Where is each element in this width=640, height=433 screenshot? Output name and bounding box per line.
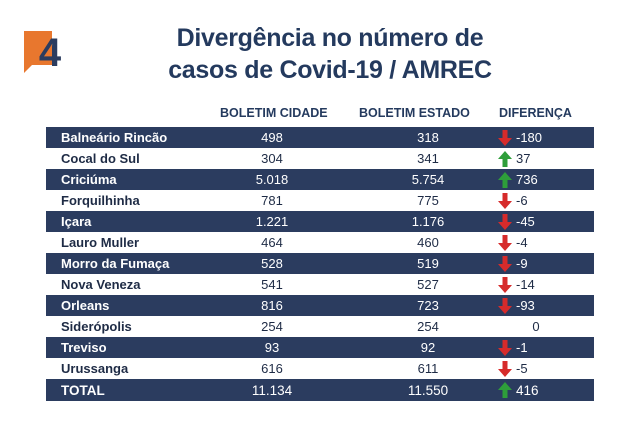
city-name: Siderópolis [61,319,132,334]
logo-4-icon: 4 [24,31,62,75]
table-row: Urussanga 616 611 -5 [46,358,594,379]
boletim-cidade-value: 816 [261,298,283,313]
boletim-cidade-value: 528 [261,256,283,271]
boletim-estado-value: 11.550 [407,382,449,398]
arrow-down-icon [498,235,512,251]
table-row: Lauro Muller 464 460 -4 [46,232,594,253]
arrow-down-icon [498,298,512,314]
boletim-estado-value: 611 [417,361,439,376]
table-row: Balneário Rincão 498 318 -180 [46,127,594,148]
boletim-estado-value: 775 [417,193,439,208]
boletim-cidade-value: 5.018 [255,172,289,187]
header-diferenca: DIFERENÇA [499,106,572,120]
city-name: TOTAL [61,382,105,398]
city-name: Içara [61,214,92,229]
total-row: TOTAL 11.134 11.550 416 [46,379,594,401]
arrow-down-icon [498,277,512,293]
title-line-1: Divergência no número de [176,24,484,52]
boletim-estado-value: 527 [417,277,439,292]
boletim-estado-value: 5.754 [411,172,445,187]
boletim-cidade-value: 616 [261,361,283,376]
boletim-cidade-value: 254 [261,319,283,334]
diferenca-value: 0 [532,319,540,334]
arrow-down-icon [498,361,512,377]
diferenca-value: -93 [516,298,535,313]
table-row: Morro da Fumaça 528 519 -9 [46,253,594,274]
data-table: Balneário Rincão 498 318 -180 Cocal do Sul 30… [46,127,594,401]
city-name: Orleans [61,298,110,313]
diferenca-value: -9 [516,256,528,271]
boletim-estado-value: 254 [417,319,439,334]
city-name: Forquilhinha [61,193,140,208]
boletim-cidade-value: 464 [261,235,283,250]
arrow-down-icon [498,214,512,230]
boletim-cidade-value: 498 [261,130,283,145]
boletim-estado-value: 1.176 [411,214,445,229]
city-name: Criciúma [61,172,117,187]
table-row: Orleans 816 723 -93 [46,295,594,316]
arrow-up-icon [498,382,512,398]
column-headers: BOLETIM CIDADE BOLETIM ESTADO DIFERENÇA [0,106,640,122]
city-name: Morro da Fumaça [61,256,170,271]
arrow-up-icon [498,172,512,188]
boletim-cidade-value: 541 [261,277,283,292]
city-name: Nova Veneza [61,277,141,292]
boletim-estado-value: 519 [417,256,439,271]
table-row: Içara 1.221 1.176 -45 [46,211,594,232]
arrow-down-icon [498,256,512,272]
diferenca-value: 416 [516,382,539,398]
svg-text:4: 4 [39,31,62,73]
diferenca-value: -180 [516,130,543,145]
diferenca-value: -5 [516,361,528,376]
diferenca-value: -14 [516,277,535,292]
arrow-up-icon [498,151,512,167]
boletim-cidade-value: 781 [261,193,283,208]
header-boletim-cidade: BOLETIM CIDADE [220,106,328,120]
diferenca-value: -1 [516,340,528,355]
diferenca-value: -6 [516,193,528,208]
arrow-down-icon [498,130,512,146]
header-boletim-estado: BOLETIM ESTADO [359,106,470,120]
city-name: Cocal do Sul [61,151,140,166]
boletim-estado-value: 318 [417,130,439,145]
table-row: Cocal do Sul 304 341 37 [46,148,594,169]
table-row: Forquilhinha 781 775 -6 [46,190,594,211]
boletim-cidade-value: 11.134 [251,382,293,398]
boletim-cidade-value: 93 [264,340,280,355]
city-name: Urussanga [61,361,129,376]
table-row: Siderópolis 254 254 0 [46,316,594,337]
boletim-cidade-value: 1.221 [255,214,289,229]
title-line-2: casos de Covid-19 / AMREC [168,56,492,84]
boletim-estado-value: 460 [417,235,439,250]
city-name: Lauro Muller [61,235,140,250]
diferenca-value: -4 [516,235,528,250]
boletim-cidade-value: 304 [261,151,283,166]
arrow-down-icon [498,193,512,209]
table-row: Nova Veneza 541 527 -14 [46,274,594,295]
logo: 4 [24,31,74,75]
city-name: Treviso [61,340,107,355]
diferenca-value: -45 [516,214,535,229]
boletim-estado-value: 92 [420,340,436,355]
diferenca-value: 37 [516,151,531,166]
page-title: Divergência no número de casos de Covid-… [120,22,540,86]
arrow-down-icon [498,340,512,356]
table-row: Criciúma 5.018 5.754 736 [46,169,594,190]
boletim-estado-value: 341 [417,151,439,166]
boletim-estado-value: 723 [417,298,439,313]
city-name: Balneário Rincão [61,130,168,145]
table-row: Treviso 93 92 -1 [46,337,594,358]
diferenca-value: 736 [516,172,538,187]
